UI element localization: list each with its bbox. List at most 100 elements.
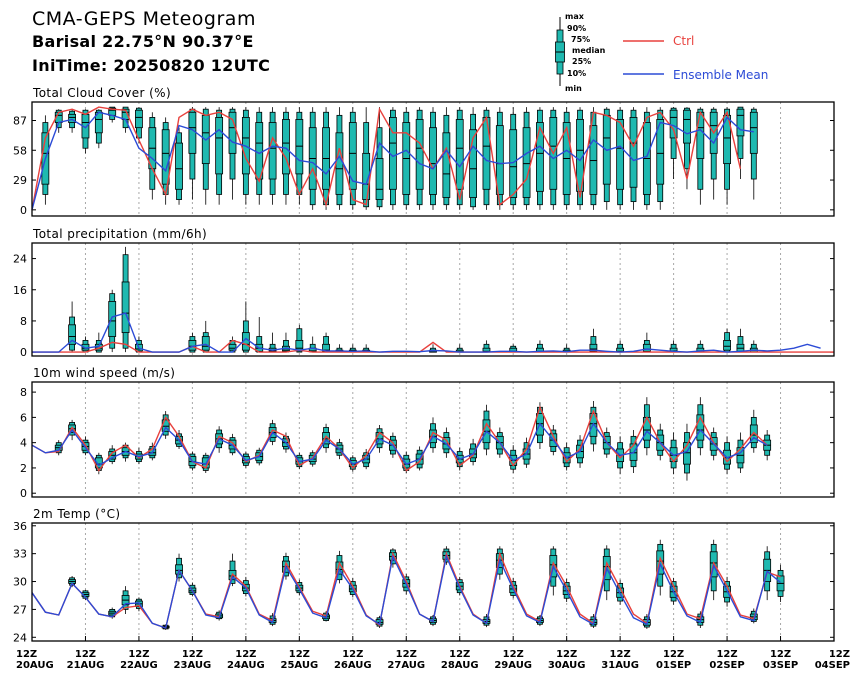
y-tick-label: 58 <box>13 144 27 157</box>
box-inner <box>121 281 130 334</box>
y-tick-label: 0 <box>20 487 27 500</box>
box-inner <box>723 340 731 351</box>
x-tick-date-label: 04SEP <box>815 660 850 671</box>
init-time-label: IniTime: 20250820 12UTC <box>32 56 271 75</box>
x-tick-date-label: 22AUG <box>120 660 158 671</box>
x-tick-hour-label: 12Z <box>449 649 470 660</box>
box-inner <box>656 119 665 185</box>
panel-title: 10m wind speed (m/s) <box>33 366 175 380</box>
x-tick-hour-label: 12Z <box>289 649 310 660</box>
box-inner <box>429 127 437 195</box>
box-inner <box>616 119 625 190</box>
x-tick-hour-label: 12Z <box>663 649 684 660</box>
x-tick-date-label: 30AUG <box>548 660 586 671</box>
panel-frame <box>31 101 835 217</box>
box-inner <box>135 109 143 129</box>
box-inner <box>188 111 197 154</box>
x-tick-hour-label: 12Z <box>235 649 256 660</box>
legend-box-label: 90% <box>567 24 586 33</box>
ctrl-line <box>31 106 742 210</box>
x-tick-date-label: 01SEP <box>656 660 691 671</box>
x-tick-hour-label: 12Z <box>610 649 631 660</box>
box-inner <box>68 324 76 345</box>
x-tick-hour-label: 12Z <box>396 649 417 660</box>
box-inner <box>509 129 518 198</box>
box-inner <box>736 108 745 137</box>
box-inner <box>348 122 357 190</box>
box-inner <box>201 336 210 351</box>
panel-frame <box>31 242 835 357</box>
y-tick-label: 6 <box>20 411 27 424</box>
y-tick-label: 8 <box>20 386 27 399</box>
y-tick-label: 33 <box>13 548 27 561</box>
legend-box-label: max <box>565 12 585 21</box>
legend-mean-label: Ensemble Mean <box>673 68 768 82</box>
x-tick-date-label: 03SEP <box>763 660 798 671</box>
y-tick-label: 27 <box>13 603 27 616</box>
box-inner <box>295 119 304 175</box>
y-tick-label: 2 <box>20 462 27 475</box>
panel-title: Total precipitation (mm/6h) <box>32 227 207 241</box>
x-tick-date-label: 31AUG <box>601 660 639 671</box>
box-inner <box>322 432 330 445</box>
x-tick-date-label: 23AUG <box>174 660 212 671</box>
ensemble-mean-line <box>31 422 768 467</box>
x-tick-hour-label: 12Z <box>75 649 96 660</box>
panel-title: Total Cloud Cover (%) <box>32 86 171 100</box>
x-tick-hour-label: 12Z <box>770 649 791 660</box>
x-tick-hour-label: 12Z <box>716 649 737 660</box>
y-tick-label: 29 <box>13 174 27 187</box>
x-tick-hour-label: 12Z <box>829 649 850 660</box>
box-inner <box>442 132 451 198</box>
box-inner <box>642 343 651 352</box>
x-tick-hour-label: 12Z <box>556 649 577 660</box>
x-tick-date-label: 20AUG <box>16 660 54 671</box>
x-tick-date-label: 25AUG <box>280 660 318 671</box>
x-tick-hour-label: 12Z <box>342 649 363 660</box>
ensemble-mean-line <box>32 312 821 353</box>
y-tick-label: 30 <box>13 576 27 589</box>
box-inner <box>455 119 464 190</box>
x-tick-hour-label: 12Z <box>16 649 37 660</box>
box-inner <box>228 343 237 351</box>
legend-box-label: 75% <box>571 35 590 44</box>
box-inner <box>415 119 424 190</box>
legend-box-label: 10% <box>567 69 586 78</box>
panel-frame <box>31 522 835 642</box>
y-tick-label: 24 <box>13 631 27 644</box>
x-tick-date-label: 26AUG <box>334 660 372 671</box>
y-tick-label: 24 <box>13 253 27 266</box>
box-inner <box>696 414 705 441</box>
box-inner <box>522 127 531 198</box>
box-inner <box>68 113 76 123</box>
legend-ctrl-label: Ctrl <box>673 34 694 48</box>
legend-box-label: min <box>565 84 582 93</box>
box-inner <box>683 442 691 465</box>
box-inner <box>108 301 117 337</box>
box-inner <box>749 111 758 154</box>
x-tick-date-label: 21AUG <box>67 660 105 671</box>
ensemble-mean-line <box>31 111 754 210</box>
box-inner <box>161 129 170 185</box>
box-inner <box>669 109 678 139</box>
location-label: Barisal 22.75°N 90.37°E <box>32 32 254 51</box>
box-inner <box>589 125 598 195</box>
y-tick-label: 4 <box>20 437 27 450</box>
x-tick-date-label: 28AUG <box>441 660 479 671</box>
ensemble-mean-line <box>31 554 781 629</box>
box-inner <box>295 340 304 352</box>
y-tick-label: 0 <box>20 204 27 217</box>
x-tick-hour-label: 12Z <box>503 649 524 660</box>
box-inner <box>335 132 344 195</box>
x-tick-date-label: 29AUG <box>494 660 532 671</box>
legend-box-label: 25% <box>572 57 591 66</box>
box-inner <box>589 343 598 352</box>
box-inner <box>536 122 544 192</box>
box-inner <box>175 142 183 190</box>
x-tick-date-label: 27AUG <box>387 660 425 671</box>
y-tick-label: 8 <box>20 315 27 328</box>
y-tick-label: 0 <box>20 346 27 359</box>
x-tick-date-label: 24AUG <box>227 660 265 671</box>
box-inner <box>696 111 705 159</box>
